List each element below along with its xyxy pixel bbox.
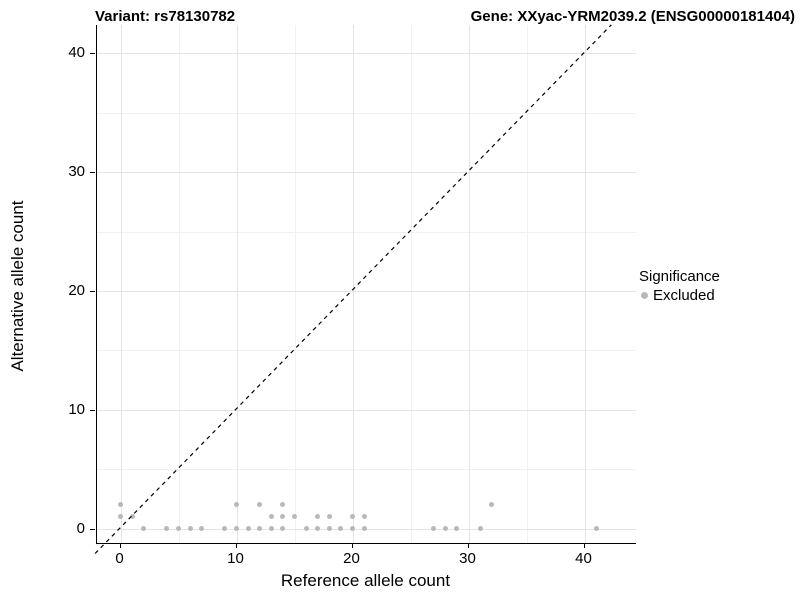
minor-gridline [97,469,636,471]
minor-gridline [178,25,180,543]
data-point [431,526,437,531]
major-gridline [97,290,636,292]
x-axis-title: Reference allele count [280,571,451,590]
major-gridline [352,25,354,543]
minor-gridline [294,25,296,543]
data-point [118,514,123,520]
minor-gridline [410,25,412,543]
y-tick-label: 40 [68,44,85,62]
y-tick-mark [90,528,95,530]
data-point [129,514,135,520]
y-tick-mark [90,409,95,411]
data-point [292,514,297,520]
legend: Significance Excluded [639,268,720,304]
major-gridline [468,25,470,543]
legend-entry-label: Excluded [653,287,715,304]
data-point [326,514,332,520]
data-point [338,526,344,531]
major-gridline [97,409,636,411]
major-gridline [120,25,122,543]
data-point [280,526,286,531]
data-point [361,514,367,520]
data-point [187,526,193,531]
data-point [315,526,321,531]
minor-gridline [97,231,636,233]
y-tick-mark [90,172,95,174]
data-point [593,526,599,531]
data-point [164,526,170,531]
data-point [245,526,251,531]
data-point [454,526,460,531]
gene-title: Gene: XXyac-YRM2039.2 (ENSG00000181404) [470,8,795,25]
data-point [176,526,181,531]
data-point [350,514,355,520]
data-point [118,502,123,508]
y-tick-label: 20 [68,282,85,300]
data-point [280,502,286,508]
y-tick-label: 30 [68,163,85,181]
data-point [234,502,239,508]
y-axis-title: Alternative allele count [8,200,27,372]
data-point [222,526,228,531]
legend-title: Significance [639,268,720,285]
major-gridline [584,25,586,543]
data-point [268,526,274,531]
y-tick-label: 0 [76,519,85,537]
minor-gridline [97,112,636,114]
x-tick-mark [467,543,469,548]
legend-entry-excluded: Excluded [639,287,720,304]
data-point [257,502,263,508]
major-gridline [97,172,636,174]
data-point [234,526,239,531]
data-point [326,526,332,531]
x-tick-label: 40 [575,550,592,567]
data-point [489,502,495,508]
x-tick-mark [235,543,237,548]
x-tick-mark [119,543,121,548]
minor-gridline [526,25,528,543]
x-tick-label: 20 [343,550,360,567]
x-tick-mark [351,543,353,548]
data-point [315,514,321,520]
x-tick-mark [583,543,585,548]
legend-point-icon [641,292,648,299]
y-tick-label: 10 [68,400,85,418]
x-tick-label: 0 [115,550,124,567]
plot-panel [96,25,636,544]
data-point [361,526,367,531]
x-tick-label: 30 [459,550,476,567]
data-point [141,526,147,531]
data-point [257,526,263,531]
data-point [477,526,483,531]
data-point [199,526,205,531]
data-point [442,526,448,531]
variant-title: Variant: rs78130782 [95,8,236,25]
data-point [268,514,274,520]
y-tick-mark [90,290,95,293]
y-tick-mark [90,53,95,55]
x-tick-label: 10 [227,550,244,567]
data-point [350,526,355,531]
major-gridline [236,25,238,543]
major-gridline [97,53,636,55]
minor-gridline [97,350,636,352]
data-point [280,514,286,520]
data-point [303,526,309,531]
